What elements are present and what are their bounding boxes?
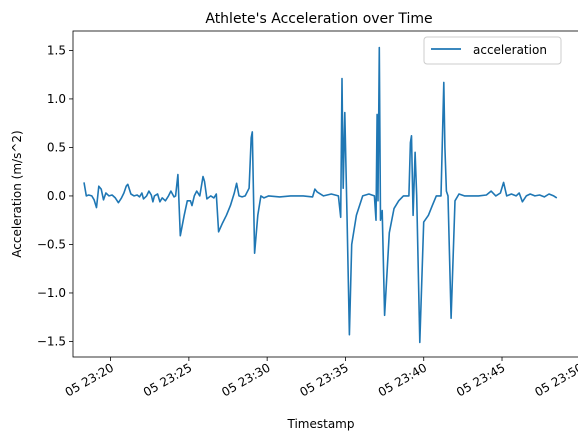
chart-title: Athlete's Acceleration over Time [205,11,432,27]
legend-label: acceleration [473,43,547,57]
plot-area [83,46,558,344]
x-axis-title: Timestamp [287,417,355,431]
y-axis: −1.5 −1.0 −0.5 0.0 0.5 1.0 1.5 [37,43,73,348]
y-tick-label: −1.5 [37,334,66,348]
y-tick-label: 1.5 [47,43,66,57]
plot-frame [72,30,578,358]
legend: acceleration [423,36,562,65]
series-line-acceleration [83,46,558,344]
y-tick-label: 1.0 [47,92,66,106]
y-tick-label: −0.5 [37,237,66,251]
y-tick-label: 0.0 [47,189,66,203]
y-axis-title: Acceleration (m/s^2) [10,130,24,257]
y-tick-label: 0.5 [47,140,66,154]
y-tick-label: −1.0 [37,286,66,300]
legend-box [423,36,562,65]
